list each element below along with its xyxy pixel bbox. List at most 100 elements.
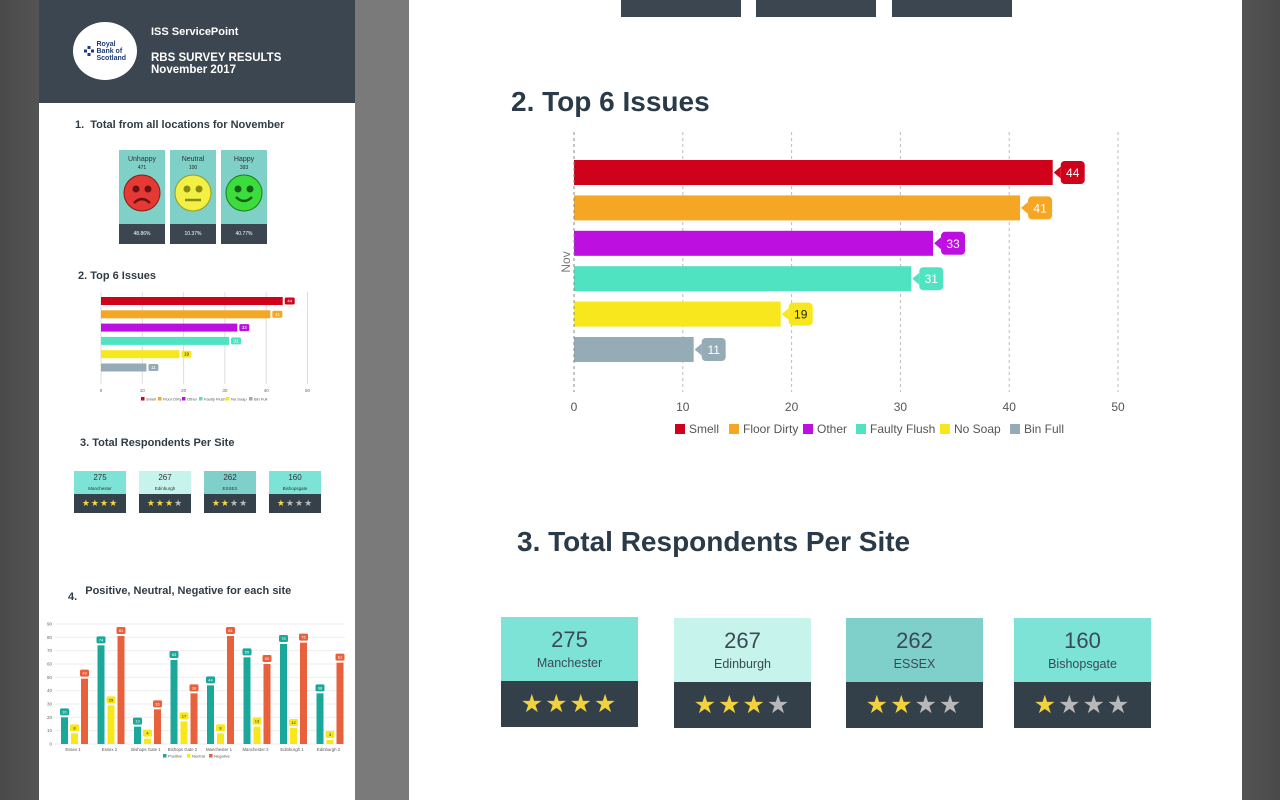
site-card-top: 267 Edinburgh	[139, 471, 191, 494]
site-name: Bishopsgate	[1048, 657, 1117, 671]
star-icon: ★	[165, 498, 175, 508]
thumb-section2-title: 2. Top 6 Issues	[78, 270, 157, 282]
data-label-box	[279, 635, 288, 642]
bar-smell	[101, 297, 283, 305]
top-issues-title: 2. Top 6 Issues	[511, 86, 710, 117]
data-label-box	[1028, 196, 1053, 220]
site-rating: ★★★★	[74, 494, 126, 513]
x-tick-label: 40	[1003, 400, 1017, 414]
data-label-pointer	[781, 308, 789, 321]
legend-label: Negative	[214, 754, 231, 759]
bar-neutral	[107, 705, 115, 744]
bar-neutral	[71, 733, 78, 744]
bar-neutral	[144, 738, 151, 744]
data-label: 75	[281, 636, 286, 641]
bar-positive	[170, 660, 178, 744]
site-card-edinburgh: 267 Edinburgh ★★★★	[674, 618, 811, 728]
bar-negative	[81, 678, 88, 744]
star-icon: ★	[155, 498, 165, 508]
bar-positive	[316, 693, 324, 744]
x-tick-label: 10	[676, 400, 690, 414]
bar-faulty-flush	[574, 266, 912, 292]
neutral-face-icon	[174, 174, 212, 212]
data-label-box	[189, 684, 199, 692]
y-tick-label: 80	[47, 635, 53, 640]
data-label-box	[133, 717, 142, 725]
main-page[interactable]: 2. Top 6 Issues 0 10 20 30 40 50 Nov 44 41 33 31 19…	[409, 0, 1242, 800]
data-label-box	[284, 297, 295, 305]
site-card-top: 275 Manchester	[74, 471, 126, 494]
bar-negative	[154, 709, 161, 744]
x-tick-label: 50	[1111, 400, 1125, 414]
legend-swatch	[803, 424, 813, 434]
site-rating: ★★★★	[501, 681, 638, 727]
top-issues-chart: 0 10 20 30 40 50 Nov 44 41 33 31 19 11 Smell Floor Dir…	[559, 132, 1125, 436]
site-name: Bishopsgate	[282, 486, 308, 491]
data-label-pointer	[694, 343, 702, 356]
thumbnail-page[interactable]: Royal Bank of Scotland ISS ServicePoint …	[39, 0, 355, 800]
data-label: 33	[242, 325, 248, 330]
legend-label: Smell	[689, 422, 719, 436]
data-label: 8	[73, 725, 76, 730]
data-label: 8	[219, 725, 222, 730]
card-percent: 40.77%	[221, 224, 267, 244]
data-label: 76	[301, 635, 306, 640]
site-name: ESSEX	[893, 657, 936, 671]
thumb-site-card: 267 Edinburgh ★★★★	[139, 471, 191, 513]
x-tick-label: Manchester 1	[206, 747, 233, 752]
data-label-pointer	[912, 272, 920, 285]
data-label-box	[289, 719, 298, 726]
legend-swatch	[141, 397, 145, 401]
site-card-top: 160 Bishopsgate	[269, 471, 321, 494]
data-label: 61	[338, 655, 343, 660]
data-label: 11	[151, 365, 156, 370]
legend-label: Positive	[168, 754, 183, 759]
bar-negative	[336, 662, 344, 744]
site-name: ESSEX	[222, 486, 238, 491]
site-rating: ★★★★	[846, 682, 983, 728]
star-icon: ★	[285, 498, 295, 508]
respondents-title: 3. Total Respondents Per Site	[517, 526, 911, 557]
site-card-top: 275 Manchester	[501, 617, 638, 681]
bar-positive	[134, 726, 141, 744]
y-tick-label: 50	[47, 675, 53, 680]
site-card-top: 267 Edinburgh	[674, 618, 811, 682]
page-tab-2[interactable]	[756, 0, 876, 17]
x-tick-label: Essex 1	[65, 747, 81, 752]
data-label-box	[1060, 161, 1085, 184]
bar-no-soap	[101, 350, 180, 359]
star-icon: ★	[914, 691, 939, 719]
data-label-box	[153, 700, 162, 708]
bar-positive	[243, 657, 251, 744]
x-tick-label: 30	[894, 400, 908, 414]
card-percent: 48.86%	[119, 224, 165, 244]
legend-swatch	[226, 397, 230, 401]
legend-swatch	[1010, 424, 1020, 434]
x-tick-label: Essex 2	[102, 747, 118, 752]
data-label-pointer	[1021, 201, 1029, 214]
unhappy-face-icon	[123, 174, 161, 212]
data-label: 12	[291, 720, 296, 725]
card-count: 100	[188, 165, 198, 171]
star-icon: ★	[174, 498, 184, 508]
page-tab-1[interactable]	[621, 0, 741, 17]
x-tick-label: 30	[222, 388, 228, 393]
legend-swatch	[675, 424, 685, 434]
legend-swatch	[182, 397, 186, 401]
star-icon: ★	[211, 498, 221, 508]
legend-label: Neutral	[192, 754, 205, 759]
x-tick-label: 20	[785, 400, 799, 414]
data-label: 13	[255, 719, 260, 724]
y-tick-label: 30	[47, 702, 53, 707]
report-title-line1: RBS SURVEY RESULTS	[151, 52, 282, 64]
bar-positive	[61, 717, 68, 744]
star-icon: ★	[766, 691, 792, 719]
star-icon: ★	[1033, 691, 1059, 719]
neutral-card: Neutral 100 10.37%	[170, 150, 216, 244]
site-rating: ★★★★	[139, 494, 191, 513]
page-tab-3[interactable]	[892, 0, 1012, 17]
section-title: Positive, Neutral, Negative for each sit…	[85, 585, 292, 597]
data-label-box	[181, 350, 192, 358]
y-tick-label: 90	[47, 622, 53, 627]
x-tick-label: Manchester 2	[242, 747, 269, 752]
